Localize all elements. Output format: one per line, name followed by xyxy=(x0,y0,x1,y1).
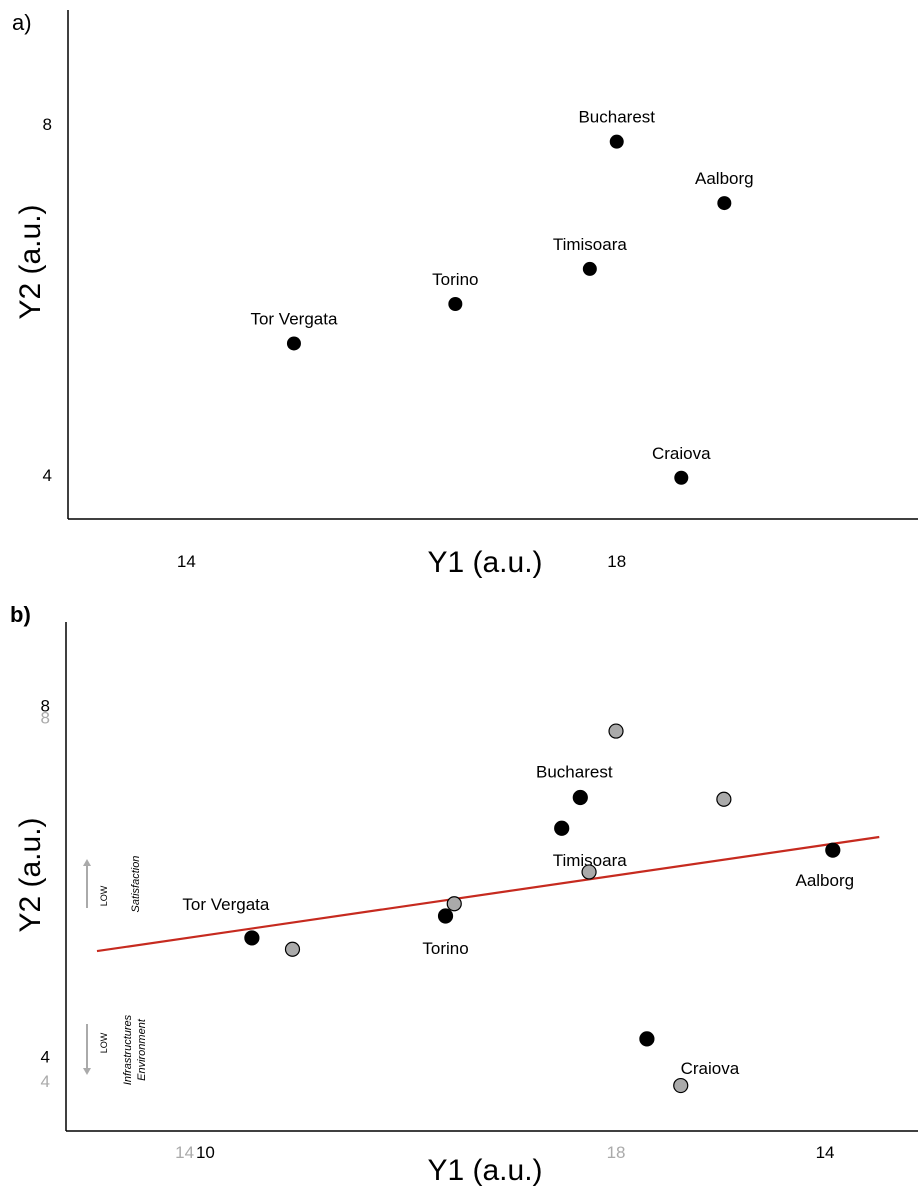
panel-b-point-label-bucharest: Bucharest xyxy=(536,763,613,782)
infrastructures-label: Infrastructures xyxy=(122,1014,134,1085)
panel-b-point-secondary-4 xyxy=(716,791,732,807)
panel-b-point-label-tor-vergata: Tor Vergata xyxy=(182,895,269,914)
panel-b-point-label-timisoara: Timisoara xyxy=(553,851,628,870)
panel-b-point-secondary-1 xyxy=(446,896,462,912)
panel-b-point-secondary-3 xyxy=(608,723,624,739)
panel-b-y-axis-title: Y2 (a.u.) xyxy=(14,817,47,932)
panel-a-point-craiova xyxy=(674,470,689,485)
chart-b: b) Y1 (a.u.) Y2 (a.u.) LOW Satisfaction … xyxy=(10,602,918,1187)
panel-a-x-axis-title: Y1 (a.u.) xyxy=(427,546,542,579)
panel-b-point-primary-craiova xyxy=(639,1031,655,1047)
environment-arrow-icon xyxy=(83,1068,91,1075)
panel-a-point-torino xyxy=(448,296,463,311)
panel-a-point-bucharest xyxy=(609,134,624,149)
panel-a-label: a) xyxy=(12,10,32,35)
panel-a-point-label-tor-vergata: Tor Vergata xyxy=(250,309,337,328)
panel-a-y-tick-label: 8 xyxy=(43,115,52,134)
satisfaction-arrow-icon xyxy=(83,859,91,866)
panel-a-point-aalborg xyxy=(717,196,732,211)
environment-label: Environment xyxy=(136,1018,148,1081)
panel-b-x-tick-label: 10 xyxy=(196,1143,215,1162)
satisfaction-low-label: LOW xyxy=(99,885,109,906)
panel-a-x-tick-label: 18 xyxy=(607,552,626,571)
panel-b-point-secondary-2 xyxy=(581,864,597,880)
panel-b-point-primary-bucharest xyxy=(572,789,588,806)
environment-annotation: LOW Infrastructures Environment xyxy=(83,1014,148,1085)
panel-b-label: b) xyxy=(10,602,31,627)
satisfaction-annotation: LOW Satisfaction xyxy=(83,856,142,913)
environment-low-label: LOW xyxy=(99,1032,109,1053)
panel-b-point-primary-tor-vergata xyxy=(244,930,260,946)
panel-a-point-tor-vergata xyxy=(286,336,301,351)
panel-a-point-label-timisoara: Timisoara xyxy=(553,235,628,254)
panel-a-point-timisoara xyxy=(582,261,597,276)
panel-a-point-label-bucharest: Bucharest xyxy=(578,108,655,127)
panel-b-point-primary-timisoara xyxy=(554,820,570,836)
panel-a-y-axis-title: Y2 (a.u.) xyxy=(14,204,47,319)
panel-b-x-tick-label: 14 xyxy=(816,1143,835,1162)
panel-a-point-label-torino: Torino xyxy=(432,270,478,289)
panel-b-x-tick-label-secondary: 18 xyxy=(607,1143,626,1162)
panel-b-y-tick-label-secondary: 8 xyxy=(41,708,50,727)
panel-b-point-primary-torino xyxy=(437,908,454,924)
panel-a-y-tick-label: 4 xyxy=(43,466,52,485)
panel-a-point-label-craiova: Craiova xyxy=(652,444,711,463)
panel-b-point-secondary-0 xyxy=(284,941,301,957)
panel-a-x-tick-label: 14 xyxy=(177,552,196,571)
panel-b-y-tick-label: 4 xyxy=(41,1047,50,1066)
panel-b-x-tick-label-secondary: 14 xyxy=(175,1143,194,1162)
panel-b-point-secondary-5 xyxy=(673,1077,689,1094)
panel-b-point-label-aalborg: Aalborg xyxy=(795,871,854,890)
panel-b-point-label-torino: Torino xyxy=(422,939,468,958)
panel-b-point-primary-aalborg xyxy=(825,842,841,858)
panel-a-point-label-aalborg: Aalborg xyxy=(695,169,754,188)
chart-a: a) Y1 (a.u.) Y2 (a.u.) 14 18 4 8 Tor Vergata… xyxy=(12,10,918,579)
panel-b-y-tick-label: 8 xyxy=(41,696,50,715)
panel-b-point-label-craiova: Craiova xyxy=(681,1059,740,1078)
panel-b-x-axis-title: Y1 (a.u.) xyxy=(427,1154,542,1187)
panel-b-y-tick-label-secondary: 4 xyxy=(41,1072,50,1091)
panel-b-fit-line xyxy=(96,835,880,953)
satisfaction-label: Satisfaction xyxy=(130,856,142,913)
